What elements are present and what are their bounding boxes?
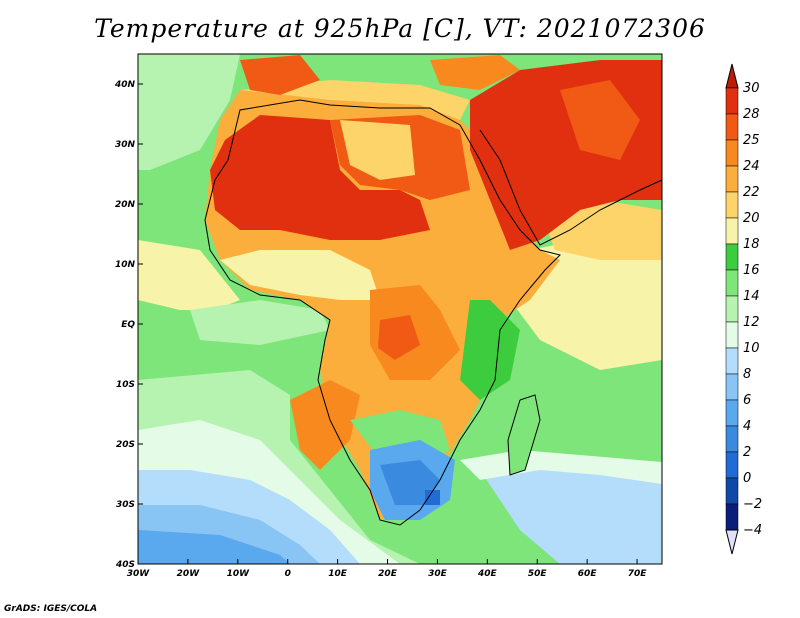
sahara-hot (210, 115, 430, 240)
iberia-hot (240, 55, 320, 95)
x-tick-label: 10E (328, 569, 348, 579)
colorbar-swatch (725, 217, 739, 245)
colorbar-top-arrow (725, 63, 739, 89)
colorbar-swatch (725, 191, 739, 219)
colorbar-label: 0 (743, 471, 751, 486)
y-tick-label: 40S (115, 560, 135, 570)
y-tick-label: 10S (116, 380, 135, 390)
chart-title: Temperature at 925hPa [C], VT: 202107230… (94, 14, 706, 43)
x-tick-label: 40E (477, 569, 498, 579)
colorbar-swatch (725, 269, 739, 297)
colorbar-swatch (725, 113, 739, 141)
southern-ocean-coldest (138, 530, 290, 564)
colorbar-label: 14 (743, 289, 760, 304)
colorbar-label: 18 (743, 237, 760, 252)
colorbar-swatch (725, 451, 739, 479)
africa-coastline (204, 99, 561, 526)
colorbar-label: 20 (743, 211, 760, 226)
arabia-coastline (479, 129, 663, 246)
colorbar-swatch (725, 373, 739, 401)
colorbar-label: 30 (743, 81, 760, 96)
drakensberg-coldest (425, 490, 440, 505)
x-axis: 30W 20W 10W 0 10E 20E 30E 40E 50E 60E 70E (127, 559, 647, 579)
colorbar-swatch (725, 139, 739, 167)
colorbar-label: 16 (743, 263, 760, 278)
colorbar-swatch (725, 399, 739, 427)
colorbar-swatch (725, 477, 739, 505)
y-tick-label: 30S (116, 500, 135, 510)
x-tick-label: 60E (578, 569, 598, 579)
colorbar-swatch (725, 347, 739, 375)
colorbar-swatch (725, 425, 739, 453)
colorbar-label: 6 (743, 393, 751, 408)
angola-warm (290, 380, 360, 470)
colorbar-swatch (725, 295, 739, 323)
colorbar-label: 28 (743, 107, 760, 122)
iran-warm (560, 80, 640, 160)
colorbar-label: 12 (743, 315, 760, 330)
colorbar-swatch (725, 165, 739, 193)
colorbar-bottom-arrow (725, 529, 739, 555)
plot-frame (137, 53, 663, 565)
y-axis: 40S 30S 20S 10S EQ 10N 20N 30N 40N (114, 80, 143, 570)
libya-warm (340, 120, 415, 180)
y-tick-label: EQ (121, 320, 135, 330)
gulf-of-guinea-warm (190, 300, 330, 345)
x-tick-label: 30W (127, 569, 151, 579)
x-tick-label: 70E (628, 569, 648, 579)
colorbar-label: 4 (743, 419, 751, 434)
x-tick-label: 0 (285, 569, 291, 579)
colorbar-label: −4 (743, 523, 762, 538)
indian-ocean-south-cool (480, 460, 662, 564)
colorbar-label: 8 (743, 367, 751, 382)
atlantic-north-cool (138, 54, 240, 170)
colorbar-swatch (725, 503, 739, 531)
y-tick-label: 30N (115, 140, 136, 150)
colorbar-label: 2 (743, 445, 751, 460)
y-tick-label: 20N (115, 200, 136, 210)
colorbar-label: 22 (743, 185, 760, 200)
colorbar-label: 25 (743, 133, 760, 148)
x-tick-label: 10W (227, 569, 251, 579)
x-tick-label: 20W (177, 569, 201, 579)
colorbar-swatch (725, 243, 739, 271)
turkey-warm (430, 55, 520, 90)
y-tick-label: 40N (114, 80, 136, 90)
x-tick-label: 50E (528, 569, 548, 579)
colorbar-swatch (725, 321, 739, 349)
colorbar-swatch (725, 87, 739, 115)
map-plot-area (137, 53, 663, 565)
grads-credit: GrADS: IGES/COLA (4, 604, 98, 614)
colorbar-label: 24 (743, 159, 760, 174)
colorbar-label: 10 (743, 341, 760, 356)
sahel-band (220, 250, 380, 300)
congo-hot (378, 315, 420, 360)
east-africa-cool (460, 300, 520, 400)
y-tick-label: 20S (116, 440, 135, 450)
y-tick-label: 10N (115, 260, 136, 270)
x-tick-label: 30E (428, 569, 448, 579)
madagascar-coastline (507, 394, 541, 476)
colorbar-label: −2 (743, 497, 762, 512)
atlantic-tropical-warm (138, 240, 240, 310)
x-tick-label: 20E (378, 569, 398, 579)
